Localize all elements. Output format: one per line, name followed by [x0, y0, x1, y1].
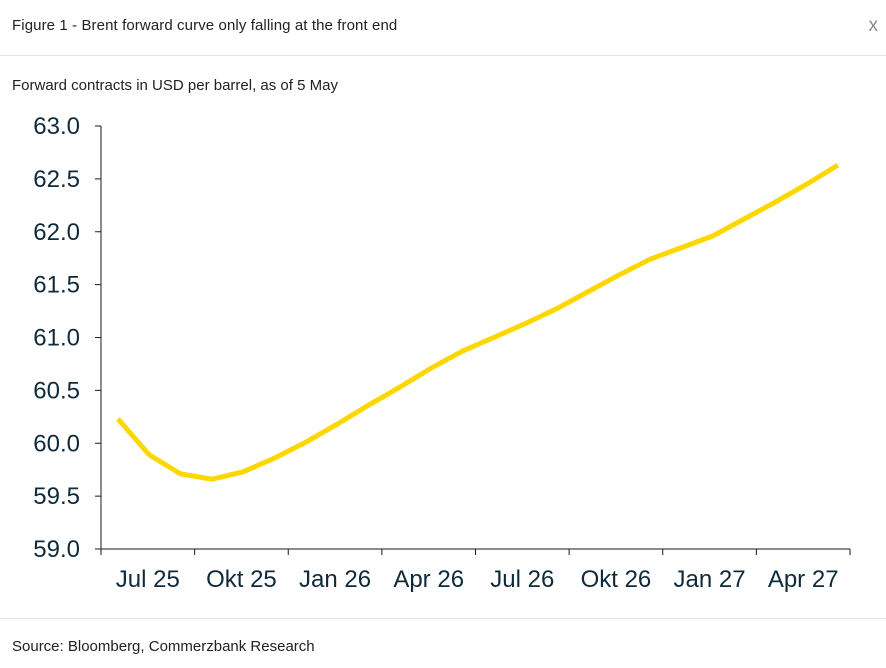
footer-divider: [0, 618, 886, 619]
data-point: [804, 182, 809, 187]
x-tick-label: Okt 25: [206, 566, 277, 593]
data-point: [773, 200, 778, 205]
x-axis: Jul 25 Okt 25 Jan 26 Apr 26 Jul 26 Okt 26 Jan …: [100, 548, 851, 593]
data-point: [429, 366, 434, 371]
figure-title: Figure 1 - Brent forward curve only fall…: [12, 17, 398, 34]
data-point: [522, 321, 527, 326]
chart-subtitle: Forward contracts in USD per barrel, as …: [12, 77, 338, 94]
data-point: [335, 422, 340, 427]
close-icon[interactable]: x: [868, 15, 879, 36]
data-point: [554, 306, 559, 311]
data-point: [585, 290, 590, 295]
x-tick-label: Apr 27: [768, 566, 839, 593]
data-point: [491, 335, 496, 340]
data-point: [648, 257, 653, 262]
data-point: [147, 452, 152, 457]
data-point: [460, 349, 465, 354]
y-tick-label: 60.0: [33, 430, 80, 457]
x-tick-label: Apr 26: [393, 566, 464, 593]
data-point: [209, 477, 214, 482]
y-tick-label: 61.0: [33, 325, 80, 352]
data-point: [116, 416, 121, 421]
x-tick-label: Jan 26: [299, 566, 371, 593]
data-point: [241, 469, 246, 474]
data-point: [303, 440, 308, 445]
y-tick-label: 62.0: [33, 219, 80, 246]
data-point: [742, 217, 747, 222]
line-chart: 59.0 59.5 60.0 60.5 61.0 61.5 62.0 62.5 63.0 Jul…: [33, 113, 851, 593]
y-tick-label: 59.5: [33, 483, 80, 510]
data-point: [366, 403, 371, 408]
data-point: [679, 245, 684, 250]
data-point: [710, 233, 715, 238]
series-line: [116, 162, 840, 482]
data-point: [616, 273, 621, 278]
y-tick-label: 60.5: [33, 377, 80, 404]
y-axis: 59.0 59.5 60.0 60.5 61.0 61.5 62.0 62.5 63.0: [33, 113, 102, 563]
data-point: [178, 471, 183, 476]
y-tick-label: 61.5: [33, 272, 80, 299]
figure-header: Figure 1 - Brent forward curve only fall…: [0, 0, 886, 56]
y-tick-label: 62.5: [33, 166, 80, 193]
y-tick-label: 63.0: [33, 113, 80, 140]
x-tick-label: Jul 25: [116, 566, 180, 593]
x-tick-label: Jan 27: [674, 566, 746, 593]
data-point: [272, 456, 277, 461]
x-tick-label: Jul 26: [490, 566, 554, 593]
data-point: [397, 385, 402, 390]
series-layer: [116, 162, 840, 482]
source-note: Source: Bloomberg, Commerzbank Research: [12, 638, 315, 655]
x-tick-label: Okt 26: [581, 566, 652, 593]
y-tick-label: 59.0: [33, 536, 80, 563]
data-point: [835, 163, 840, 168]
